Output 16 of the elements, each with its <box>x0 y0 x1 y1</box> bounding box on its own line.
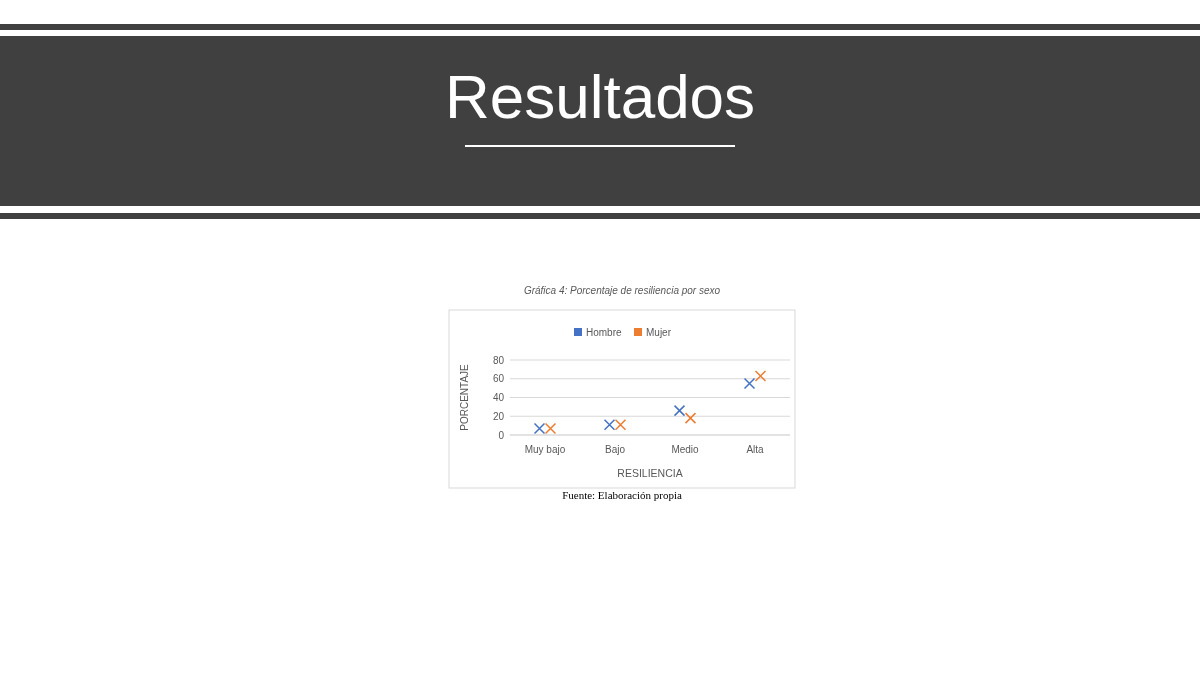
chart-subtitle: Gráfica 4: Porcentaje de resiliencia por sexo <box>523 285 721 296</box>
source-note: Fuente: Elaboración propia <box>562 489 682 501</box>
legend-label: Mujer <box>646 326 672 338</box>
y-tick-label: 40 <box>492 392 505 403</box>
x-axis-title: RESILIENCIA <box>617 467 683 479</box>
x-tick-label: Bajo <box>604 444 626 455</box>
y-tick-label: 0 <box>498 429 505 441</box>
chart-title: Resultados <box>444 62 756 131</box>
y-tick-label: 20 <box>492 410 505 422</box>
y-tick-label: 60 <box>492 373 505 385</box>
x-tick-label: Alta <box>746 444 765 455</box>
x-tick-label: Muy bajo <box>524 444 566 455</box>
x-tick-label: Medio <box>671 444 700 455</box>
y-tick-label: 80 <box>492 354 505 366</box>
legend-label: Hombre <box>586 326 622 338</box>
y-axis-title: PORCENTAJE <box>459 363 470 431</box>
